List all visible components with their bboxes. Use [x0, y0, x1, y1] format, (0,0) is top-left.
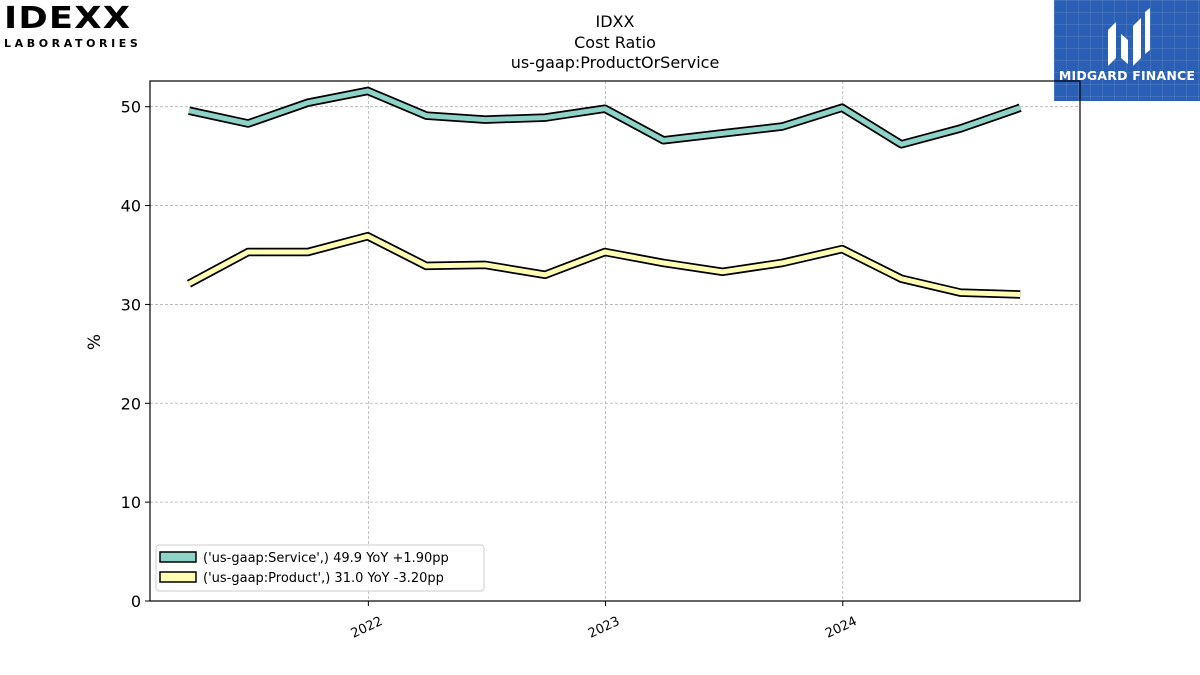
plot-area-frame [149, 80, 1081, 602]
midgard-m-icon [1108, 8, 1150, 66]
legend-entry-label: ('us-gaap:Service',) 49.9 YoY +1.90pp [203, 551, 449, 566]
chart-title-line-1: IDXX [596, 12, 635, 31]
legend-swatch [159, 551, 197, 563]
y-tick-label: 20 [121, 394, 141, 413]
series-1-line [187, 233, 1021, 297]
x-tick-label: 2024 [823, 614, 859, 642]
y-tick-label: 50 [121, 98, 141, 117]
y-tick-label: 40 [121, 197, 141, 216]
chart-title-line-2: Cost Ratio [574, 33, 656, 52]
series-1-outline [186, 231, 1021, 299]
idexx-logo-subtitle: LABORATORIES [4, 37, 142, 50]
y-tick-label: 10 [121, 493, 141, 512]
series-0-outline [188, 86, 1022, 149]
y-axis-label: % [85, 334, 105, 350]
series-lines [186, 86, 1022, 299]
grid-lines [150, 81, 1080, 602]
y-tick-label: 0 [131, 592, 141, 611]
series-0-line [188, 88, 1022, 147]
midgard-finance-logo: MIDGARD FINANCE [1054, 0, 1200, 101]
x-tick-label: 2023 [586, 614, 622, 642]
x-tick-label: 2022 [349, 614, 385, 642]
legend-entry-label: ('us-gaap:Product',) 31.0 YoY -3.20pp [203, 571, 444, 586]
chart-title-line-3: us-gaap:ProductOrService [511, 53, 720, 72]
idexx-logo: IDEXX LABORATORIES [4, 4, 154, 52]
midgard-finance-name: MIDGARD FINANCE [1058, 68, 1196, 83]
legend: ('us-gaap:Service',) 49.9 YoY +1.90pp ('u… [155, 544, 485, 592]
idexx-logo-brand: IDEXX [4, 1, 132, 36]
chart-title: IDXX Cost Ratio us-gaap:ProductOrService [511, 12, 720, 72]
legend-swatch [159, 571, 197, 583]
legend-box [155, 544, 485, 592]
y-tick-label: 30 [121, 295, 141, 314]
